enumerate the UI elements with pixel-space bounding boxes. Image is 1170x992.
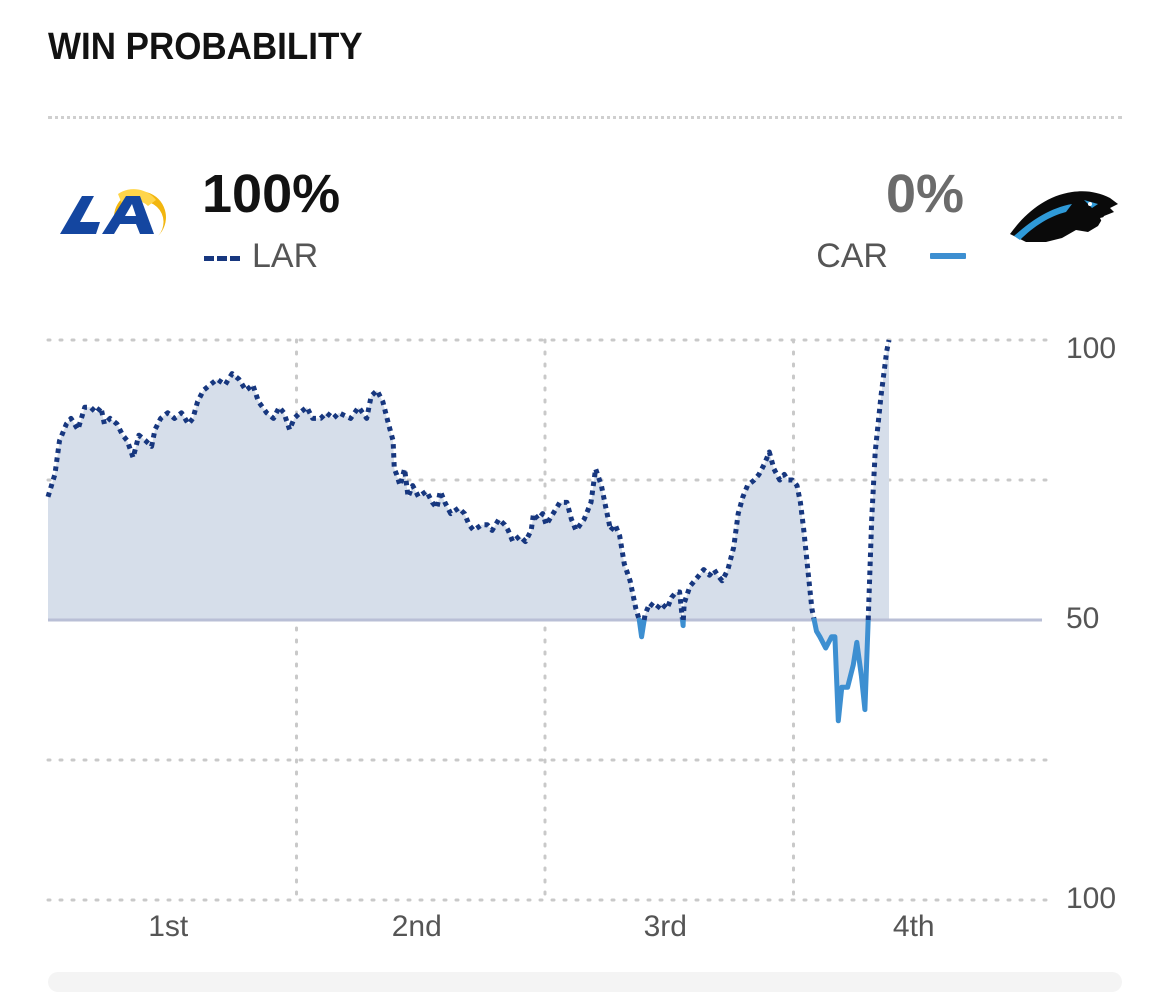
x-tick-label: 4th bbox=[893, 910, 935, 943]
away-win-percentage: 0% bbox=[885, 164, 964, 224]
header-divider bbox=[48, 116, 1122, 119]
car-series-line bbox=[811, 617, 871, 724]
home-team-abbr: LAR bbox=[252, 237, 319, 275]
car-series-line bbox=[636, 617, 647, 640]
away-legend-line bbox=[930, 253, 966, 259]
win-probability-area bbox=[48, 340, 890, 721]
lar-series-line bbox=[680, 449, 817, 621]
car-series-line bbox=[680, 617, 686, 629]
home-win-percentage: 100% bbox=[202, 164, 341, 224]
lar-series-line bbox=[865, 339, 892, 621]
chart-footer-card bbox=[48, 972, 1122, 992]
page-title: WIN PROBABILITY bbox=[48, 26, 363, 68]
rams-logo-icon bbox=[60, 189, 166, 236]
y-tick-label: 100 bbox=[1066, 332, 1116, 365]
panthers-logo-icon bbox=[1010, 191, 1118, 242]
lar-series-line bbox=[641, 589, 685, 621]
y-tick-label: 50 bbox=[1066, 602, 1099, 635]
lar-series-line bbox=[45, 371, 642, 621]
x-tick-label: 2nd bbox=[392, 910, 442, 943]
win-probability-chart: 100 50 100 1st 2nd 3rd 4th bbox=[45, 332, 1116, 943]
x-tick-label: 3rd bbox=[644, 910, 687, 943]
y-tick-label: 100 bbox=[1066, 882, 1116, 915]
home-legend-line bbox=[204, 256, 240, 261]
away-team-abbr: CAR bbox=[816, 237, 888, 275]
x-tick-label: 1st bbox=[148, 910, 189, 943]
